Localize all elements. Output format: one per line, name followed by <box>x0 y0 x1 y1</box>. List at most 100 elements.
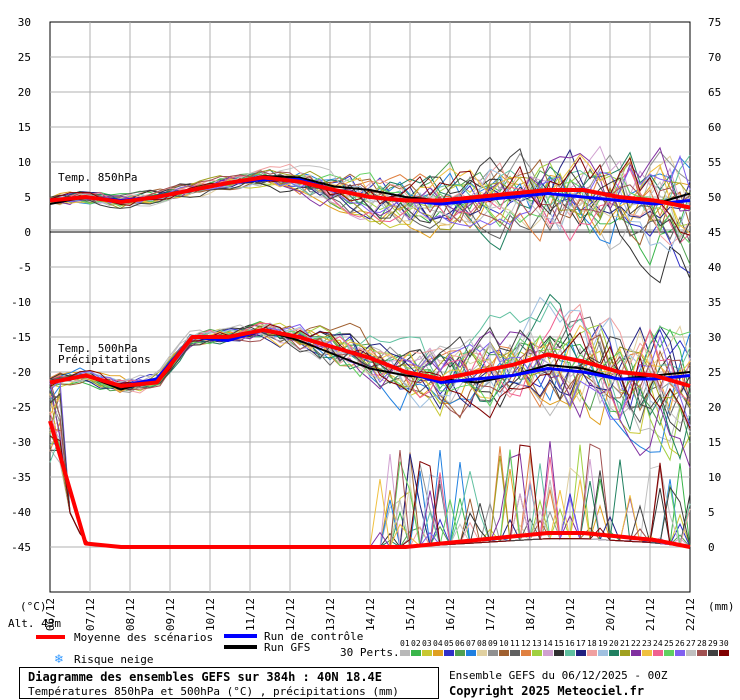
y-right-tick: 10 <box>708 471 721 484</box>
pert-id-label: 14 <box>543 639 553 648</box>
pert-id-label: 01 <box>400 639 410 648</box>
x-tick-label: 16/12 <box>444 598 457 631</box>
y-right-tick: 60 <box>708 121 721 134</box>
y-right-tick: 55 <box>708 156 721 169</box>
t500-label: Temp. 500hPa <box>58 342 137 355</box>
pert-color-swatch <box>686 650 696 656</box>
y-left-tick: 25 <box>18 51 31 64</box>
mean-precip-line <box>48 420 691 549</box>
legend-gfs-label: Run GFS <box>264 641 310 654</box>
pert-color-swatch <box>598 650 608 656</box>
pert-color-swatch <box>400 650 410 656</box>
y-right-tick: 70 <box>708 51 721 64</box>
y-left-tick: -10 <box>11 296 31 309</box>
pert-id-label: 10 <box>499 639 509 648</box>
main-lines <box>48 175 691 549</box>
x-tick-label: 06/12 <box>44 598 57 631</box>
pert-id-label: 16 <box>565 639 575 648</box>
footer-title: Diagramme des ensembles GEFS sur 384h : … <box>28 670 383 684</box>
pert-id-label: 25 <box>664 639 674 648</box>
y-right-tick: 30 <box>708 331 721 344</box>
legend-control-label: Run de contrôle <box>264 630 363 643</box>
y-right-tick: 20 <box>708 401 721 414</box>
y-left-tick: 30 <box>18 16 31 29</box>
x-tick-label: 09/12 <box>164 598 177 631</box>
footer-title-box: Diagramme des ensembles GEFS sur 384h : … <box>19 667 439 699</box>
x-tick-label: 10/12 <box>204 598 217 631</box>
y-left-tick: 20 <box>18 86 31 99</box>
pert-id-label: 23 <box>642 639 652 648</box>
mean-t850-line <box>49 175 691 210</box>
y-right-tick: 50 <box>708 191 721 204</box>
pert-id-label: 22 <box>631 639 641 648</box>
pert-id-label: 19 <box>598 639 608 648</box>
pert-color-swatch <box>620 650 630 656</box>
x-tick-label: 19/12 <box>564 598 577 631</box>
pert-color-swatch <box>455 650 465 656</box>
y-left-unit: (°C) <box>20 600 47 613</box>
y-left-tick: 5 <box>24 191 31 204</box>
pert-id-label: 13 <box>532 639 542 648</box>
left-axis-ticks: 30 25 20 15 10 5 0 -5 -10 -15 -20 -25 -30 -35 -40 -45 <box>11 16 31 554</box>
pert-id-label: 26 <box>675 639 685 648</box>
x-tick-label: 21/12 <box>644 598 657 631</box>
pert-id-label: 04 <box>433 639 443 648</box>
snowflake-icon: ❄ <box>54 652 64 666</box>
y-left-tick: -35 <box>11 471 31 484</box>
y-left-tick: -30 <box>11 436 31 449</box>
y-right-tick: 75 <box>708 16 721 29</box>
pert-color-swatch <box>708 650 718 656</box>
y-right-tick: 65 <box>708 86 721 99</box>
x-axis-labels: 06/12 07/12 08/12 09/12 10/12 11/12 12/12 13/12… <box>44 598 697 631</box>
x-tick-label: 12/12 <box>284 598 297 631</box>
x-tick-label: 07/12 <box>84 598 97 631</box>
pert-id-label: 02 <box>411 639 421 648</box>
pert-color-swatch <box>532 650 542 656</box>
pert-id-label: 17 <box>576 639 586 648</box>
pert-color-swatch <box>543 650 553 656</box>
footer-subtitle: Températures 850hPa et 500hPa (°C) , pré… <box>28 685 399 698</box>
pert-color-swatch <box>488 650 498 656</box>
pert-id-label: 30 <box>719 639 729 648</box>
pert-color-swatch <box>466 650 476 656</box>
y-left-tick: 15 <box>18 121 31 134</box>
pert-color-swatch <box>609 650 619 656</box>
x-tick-label: 15/12 <box>404 598 417 631</box>
legend-snow-label: Risque neige <box>74 653 153 666</box>
y-left-tick: -20 <box>11 366 31 379</box>
pert-id-label: 07 <box>466 639 476 648</box>
pert-id-label: 08 <box>477 639 487 648</box>
pert-id-label: 12 <box>521 639 531 648</box>
pert-color-swatch <box>576 650 586 656</box>
pert-t850-line <box>49 165 691 240</box>
pert-color-swatch <box>521 650 531 656</box>
y-right-tick: 0 <box>708 541 715 554</box>
pert-color-swatch <box>642 650 652 656</box>
altitude-label: Alt. 43m <box>8 617 61 630</box>
pert-id-label: 29 <box>708 639 718 648</box>
y-right-tick: 40 <box>708 261 721 274</box>
pert-color-swatch <box>664 650 674 656</box>
pert-t850-line <box>49 146 691 217</box>
pert-color-swatch <box>565 650 575 656</box>
pert-id-label: 21 <box>620 639 630 648</box>
pert-id-label: 03 <box>422 639 432 648</box>
t850-label: Temp. 850hPa <box>58 171 137 184</box>
legend-mean-label: Moyenne des scénarios <box>74 631 213 644</box>
y-left-tick: -40 <box>11 506 31 519</box>
pert-id-label: 11 <box>510 639 520 648</box>
y-right-unit: (mm) <box>708 600 735 613</box>
x-tick-label: 22/12 <box>684 598 697 631</box>
pert-color-swatch <box>444 650 454 656</box>
x-tick-label: 20/12 <box>604 598 617 631</box>
pert-color-swatch <box>653 650 663 656</box>
mean-t500-line <box>49 328 691 388</box>
pert-color-swatch <box>554 650 564 656</box>
precip-label: Précipitations <box>58 353 151 366</box>
pert-color-swatch <box>631 650 641 656</box>
pert-id-label: 06 <box>455 639 465 648</box>
pert-color-swatch <box>697 650 707 656</box>
pert-id-label: 24 <box>653 639 663 648</box>
